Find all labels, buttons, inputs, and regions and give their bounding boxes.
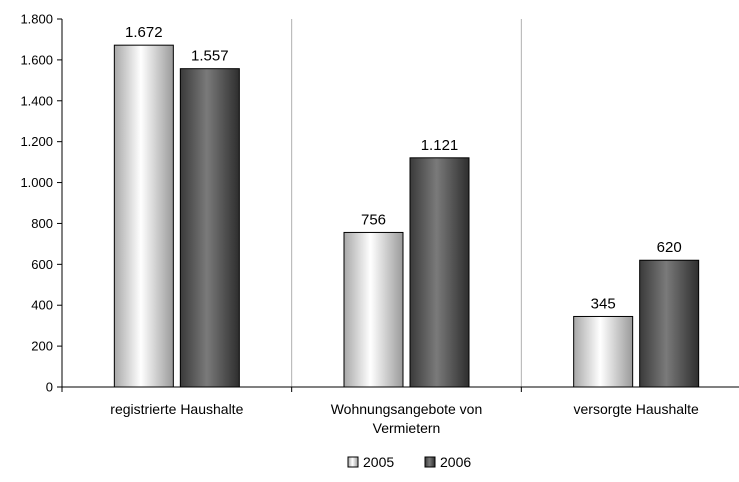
bar-2005 xyxy=(573,315,634,388)
y-tick-label: 1.800 xyxy=(20,12,53,27)
y-tick-label: 200 xyxy=(31,339,53,354)
bar-2006 xyxy=(639,259,700,388)
data-label: 345 xyxy=(591,295,616,312)
data-label: 756 xyxy=(361,211,386,228)
category-label: registrierte Haushalte xyxy=(110,401,243,417)
bar-2005 xyxy=(343,231,404,388)
y-tick-label: 1.200 xyxy=(20,134,53,149)
data-labels: 1.672 756 345 1.557 1.121 620 xyxy=(125,24,682,312)
y-tick-label: 1.600 xyxy=(20,52,53,67)
grid-lines xyxy=(291,19,522,387)
data-label: 1.557 xyxy=(191,48,229,65)
data-label: 620 xyxy=(657,239,682,256)
legend-swatch-2005 xyxy=(347,456,359,468)
category-label: Wohnungsangebote von Vermietern xyxy=(331,401,483,436)
bar-2006 xyxy=(179,68,240,388)
y-tick-label: 1.400 xyxy=(20,93,53,108)
bars xyxy=(113,44,700,388)
y-tick-label: 400 xyxy=(31,298,53,313)
y-tick-label: 1.000 xyxy=(20,175,53,190)
legend-swatch-2006 xyxy=(424,456,436,468)
bar-2006 xyxy=(409,157,470,388)
category-label: versorgte Haushalte xyxy=(574,401,700,417)
legend-label-2006: 2006 xyxy=(440,454,471,470)
bar-2005 xyxy=(113,44,174,388)
legend: 2005 2006 xyxy=(347,454,471,470)
data-label: 1.121 xyxy=(421,137,459,154)
y-tick-label: 0 xyxy=(46,380,53,395)
y-tick-label: 600 xyxy=(31,257,53,272)
data-label: 1.672 xyxy=(125,24,163,41)
y-tick-label: 800 xyxy=(31,216,53,231)
axes: 0 200 400 600 800 1.000 1.200 1.400 1.600 1.800 re… xyxy=(20,12,739,436)
legend-label-2005: 2005 xyxy=(363,454,394,470)
